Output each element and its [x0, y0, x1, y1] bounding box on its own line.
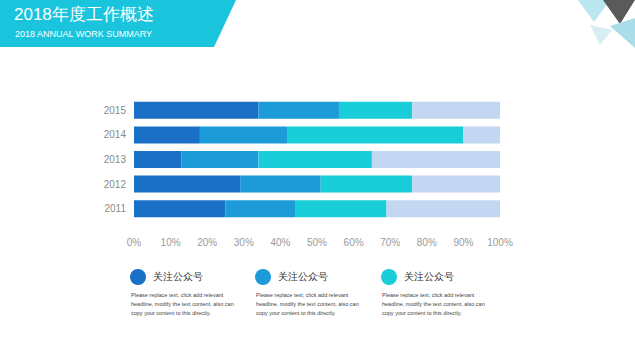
svg-text:20%: 20%	[197, 237, 217, 248]
svg-text:2018 ANNUAL WORK SUMMARY: 2018 ANNUAL WORK SUMMARY	[15, 29, 152, 39]
svg-text:60%: 60%	[344, 237, 364, 248]
svg-text:关注公众号: 关注公众号	[278, 271, 328, 282]
svg-text:headline, modify the text cont: headline, modify the text content, also …	[256, 301, 360, 307]
svg-text:80%: 80%	[417, 237, 437, 248]
svg-text:0%: 0%	[127, 237, 142, 248]
svg-text:2011: 2011	[104, 203, 126, 214]
svg-text:headline, modify the text cont: headline, modify the text content, also …	[131, 301, 235, 307]
svg-text:Please replace text, click add: Please replace text, click add relevant	[131, 292, 225, 298]
svg-text:headline, modify the text cont: headline, modify the text content, also …	[382, 301, 486, 307]
svg-text:Please replace text, click add: Please replace text, click add relevant	[256, 292, 350, 298]
svg-text:2014: 2014	[104, 129, 127, 140]
svg-text:10%: 10%	[161, 237, 181, 248]
svg-text:50%: 50%	[307, 237, 327, 248]
svg-text:关注公众号: 关注公众号	[404, 271, 454, 282]
svg-text:30%: 30%	[234, 237, 254, 248]
svg-text:40%: 40%	[270, 237, 290, 248]
svg-text:Please replace text, click add: Please replace text, click add relevant	[382, 292, 476, 298]
svg-text:copy your content to this dire: copy your content to this directly.	[256, 310, 336, 316]
svg-text:100%: 100%	[487, 237, 513, 248]
svg-text:2015: 2015	[104, 105, 127, 116]
svg-text:copy your content to this dire: copy your content to this directly.	[382, 310, 462, 316]
svg-text:90%: 90%	[453, 237, 473, 248]
svg-text:copy your content to this dire: copy your content to this directly.	[131, 310, 211, 316]
svg-text:2013: 2013	[104, 154, 127, 165]
svg-text:2018年度工作概述: 2018年度工作概述	[14, 5, 154, 24]
svg-text:70%: 70%	[380, 237, 400, 248]
svg-text:2012: 2012	[104, 179, 127, 190]
svg-text:关注公众号: 关注公众号	[153, 271, 203, 282]
